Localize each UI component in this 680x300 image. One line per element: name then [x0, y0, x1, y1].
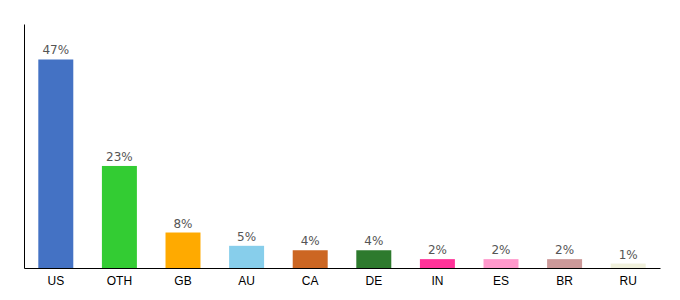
- x-tick: DE: [365, 268, 382, 288]
- x-tick-label: IN: [431, 274, 443, 288]
- x-tick-label: RU: [620, 274, 637, 288]
- x-tick-label: ES: [493, 274, 509, 288]
- bar: [611, 264, 646, 268]
- x-tick-label: CA: [302, 274, 319, 288]
- data-label: 2%: [428, 243, 447, 257]
- y-axis-line: [24, 25, 25, 269]
- bar: [38, 59, 73, 268]
- data-label: 1%: [619, 248, 638, 262]
- x-tick-label: GB: [174, 274, 191, 288]
- data-labels: 47% 23% 8% 5% 4% 4% 2% 2% 2% 1%: [42, 43, 637, 261]
- x-tick-label: OTH: [107, 274, 132, 288]
- x-tick: ES: [493, 268, 509, 288]
- chart: US OTH GB AU CA DE IN ES BR RU 47% 23% 8% 5% 4% 4% 2% 2% 2…: [0, 0, 680, 300]
- data-label: 4%: [301, 234, 320, 248]
- x-tick-label: AU: [238, 274, 255, 288]
- data-label: 47%: [42, 43, 69, 57]
- data-label: 23%: [106, 150, 133, 164]
- data-label: 2%: [491, 243, 510, 257]
- data-label: 8%: [173, 217, 192, 231]
- x-axis-line: [25, 268, 661, 269]
- bar: [166, 233, 201, 268]
- plot: US OTH GB AU CA DE IN ES BR RU 47% 23% 8% 5% 4% 4% 2% 2% 2…: [25, 25, 661, 288]
- bar: [102, 166, 137, 268]
- bar: [484, 259, 519, 268]
- x-axis: US OTH GB AU CA DE IN ES BR RU: [25, 268, 661, 288]
- x-tick: GB: [174, 268, 191, 288]
- bars: [38, 59, 645, 268]
- x-tick: US: [47, 268, 64, 288]
- data-label: 4%: [364, 234, 383, 248]
- bar: [420, 259, 455, 268]
- bar: [356, 250, 391, 268]
- x-tick-label: BR: [556, 274, 573, 288]
- x-tick-label: DE: [365, 274, 382, 288]
- x-tick: CA: [302, 268, 319, 288]
- data-label: 5%: [237, 230, 256, 244]
- x-tick-label: US: [47, 274, 64, 288]
- bar: [229, 246, 264, 268]
- bar: [547, 259, 582, 268]
- bar: [293, 250, 328, 268]
- x-tick: OTH: [107, 268, 132, 288]
- x-tick: BR: [556, 268, 573, 288]
- x-tick: RU: [620, 268, 637, 288]
- x-tick: IN: [431, 268, 443, 288]
- data-label: 2%: [555, 243, 574, 257]
- x-tick: AU: [238, 268, 255, 288]
- y-axis: [24, 25, 25, 269]
